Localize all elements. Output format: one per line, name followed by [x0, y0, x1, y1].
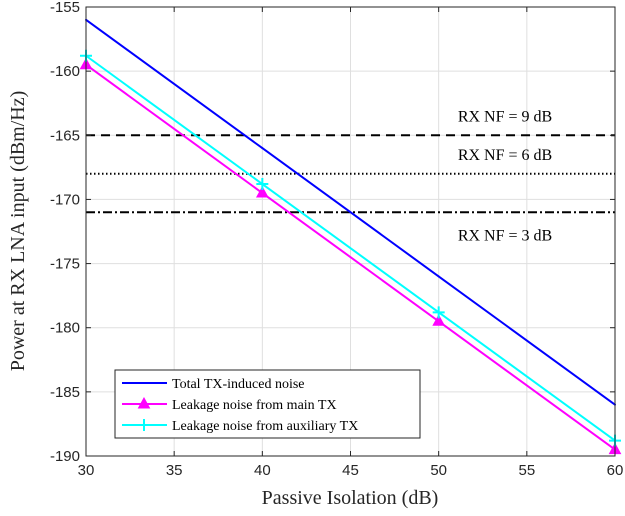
plus-marker: [432, 306, 445, 319]
y-axis-ticks: -155 -160 -165 -170 -175 -180 -185 -190: [50, 0, 615, 465]
triangle-marker: [432, 314, 446, 326]
reference-line-label: RX NF = 9 dB: [458, 108, 552, 125]
y-tick-label: -180: [50, 320, 80, 337]
plus-marker: [256, 178, 269, 191]
annotations: RX NF = 9 dB RX NF = 6 dB RX NF = 3 dB: [458, 108, 552, 244]
plus-marker: [138, 419, 150, 431]
y-tick-label: -160: [50, 63, 80, 80]
triangle-marker: [137, 396, 151, 409]
x-tick-label: 45: [342, 462, 359, 479]
legend-label: Total TX-induced noise: [172, 377, 305, 392]
x-tick-label: 60: [607, 462, 624, 479]
y-tick-label: -155: [50, 0, 80, 16]
legend: Total TX-induced noise Leakage noise from…: [114, 369, 421, 439]
y-tick-label: -170: [50, 191, 80, 208]
x-tick-label: 35: [166, 462, 183, 479]
y-axis-title: Power at RX LNA input (dBm/Hz): [7, 91, 29, 372]
series-lines: [79, 18, 622, 455]
x-tick-label: 55: [518, 462, 535, 479]
reference-line-label: RX NF = 6 dB: [458, 147, 552, 164]
series-line: [85, 19, 616, 406]
triangle-marker: [255, 185, 269, 198]
reference-lines: [86, 134, 615, 214]
y-tick-label: -185: [50, 384, 80, 401]
x-axis-ticks: 30 35 40 45 50 55 60: [78, 7, 624, 479]
x-tick-label: 50: [430, 462, 447, 479]
x-tick-label: 30: [78, 462, 95, 479]
legend-label: Leakage noise from auxiliary TX: [172, 419, 358, 434]
x-axis-title: Passive Isolation (dB): [262, 487, 439, 509]
series-line: [85, 54, 616, 442]
data-point: [261, 147, 264, 150]
data-point: [437, 275, 440, 278]
legend-label: Leakage noise from main TX: [172, 398, 337, 413]
series-line: [85, 63, 616, 451]
x-tick-label: 40: [254, 462, 271, 479]
reference-line-label: RX NF = 3 dB: [458, 227, 552, 244]
y-tick-label: -175: [50, 256, 80, 273]
y-tick-label: -165: [50, 127, 80, 144]
y-tick-label: -190: [50, 448, 80, 465]
